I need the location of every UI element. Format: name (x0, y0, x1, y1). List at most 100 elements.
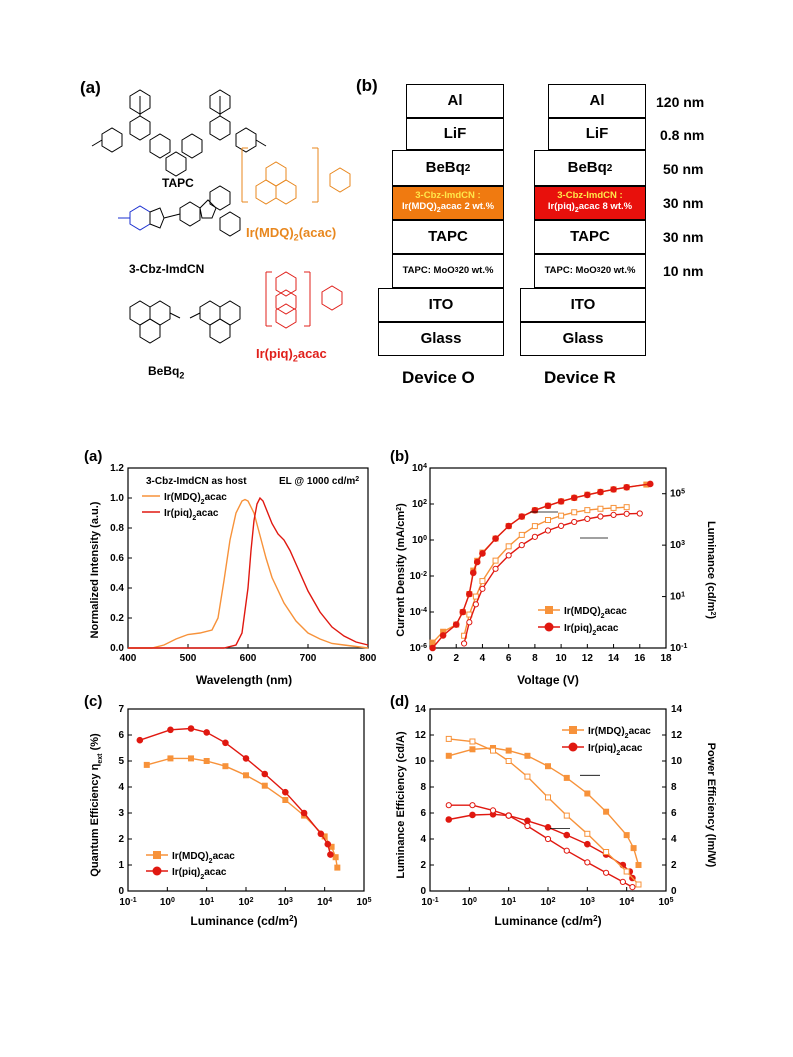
chart-b-ytick-label-3: 100 (412, 535, 427, 547)
chart-b-series-2-point-9 (558, 512, 565, 519)
chart-b-series-1-point-19 (646, 480, 654, 488)
chart-b-series-1-point-10 (518, 513, 526, 520)
chart-b-series-3-point-9 (558, 522, 565, 530)
chart-d-series-3-point-5 (544, 835, 552, 843)
chart-b-series-2-point-13 (610, 504, 617, 511)
chart-d-series-1-point-1 (469, 811, 476, 819)
chart-b-legend-mdq: Ir(MDQ)2acac (564, 606, 627, 620)
chart-b-ytick-label-4-exp: 2 (423, 499, 427, 506)
chart-b-ytick-label-0: 10-6 (410, 643, 427, 655)
chart-b-y2tick-label-2-base: 10 (670, 540, 682, 551)
chart-d-series-1-point-4 (524, 817, 531, 825)
device-o-moo3-a: TAPC: MoO (402, 264, 455, 276)
chart-c-ylabel-sub: ext (97, 753, 104, 764)
chart-d-series-2-point-7 (584, 830, 591, 837)
chart-c-xtick-label-5-base: 10 (317, 897, 329, 908)
chart-c-xtick-label-1-exp: 0 (171, 897, 175, 904)
chart-b-y2tick-label-2-exp: 3 (681, 540, 685, 547)
chart-c-ytick-label-0: 0 (118, 886, 124, 897)
chart-d-series-2-point-10 (635, 881, 642, 888)
chart-d-series-0-point-5 (545, 763, 551, 770)
chart-d-series-3-point-2 (489, 807, 497, 814)
chart-c-xtick-label-2: 101 (199, 897, 214, 909)
chart-b-series-0-point-0 (429, 639, 436, 646)
chart-b-xtick-label-8: 16 (634, 653, 646, 664)
chart-b-xtick-label-5: 10 (556, 653, 568, 664)
thickness-tapc: 30 nm (663, 229, 704, 245)
chart-b-ytick-label-3-exp: 0 (423, 535, 427, 542)
ir-piq-name-base: Ir(piq) (256, 346, 293, 361)
chart-c-series-1-point-7 (282, 788, 289, 796)
chart-c-xtick-label-2-exp: 1 (210, 897, 214, 904)
chart-b-xlabel: Voltage (V) (517, 673, 579, 687)
chart-a-ytick-label-3: 0.6 (110, 553, 124, 564)
chart-d-ytick-label-4: 8 (420, 782, 426, 793)
chart-b-xtick-label-1: 2 (453, 653, 459, 664)
chart-b-series-1-point-5 (469, 569, 477, 577)
chart-b-series-3-point-12 (597, 513, 604, 520)
bebq2-name-sub: 2 (179, 370, 185, 381)
device-o-eml-layer: 3-Cbz-ImdCN : Ir(MDQ)2acac 2 wt.% (392, 186, 504, 220)
device-r-lif-label: LiF (585, 124, 609, 142)
chart-b-series-1-point-1 (439, 632, 447, 639)
chart-b-series-1-point-4 (466, 590, 473, 598)
chart-c-series-0-point-7 (282, 797, 289, 803)
chart-c-xtick-label-3: 102 (238, 897, 253, 909)
chart-a-legend-piq: Ir(piq)2acac (164, 508, 219, 522)
chart-c-legend-mdq-tail: acac (213, 851, 236, 862)
chart-d-series-3-point-3 (505, 812, 512, 819)
chart-c-xtick-label-4-exp: 3 (289, 897, 293, 904)
chart-d-panel-label: (d) (390, 693, 410, 710)
chart-a-ytick-label-5: 1.0 (110, 493, 124, 504)
ir-mdq-name-tail: (acac) (298, 225, 337, 240)
chart-b-series-3-point-5 (505, 552, 512, 559)
chart-b-series-1-point-9 (505, 522, 512, 530)
chart-b-y2label: Luminance (cd/m2) (705, 521, 717, 619)
chart-d-xtick-label-5-base: 10 (619, 897, 631, 908)
chart-d-series-3-point-1 (469, 802, 476, 809)
chart-a-ytick-label-6: 1.2 (110, 463, 124, 474)
chart-b-ylabel: Current Density (mA/cm2) (395, 503, 407, 637)
device-r-tapc-label: TAPC (570, 227, 610, 245)
device-o-eml-line2: Ir(MDQ)2acac 2 wt.% (402, 200, 495, 215)
top-panel-a-label: (a) (80, 78, 101, 97)
chart-b-ytick-label-2: 10-2 (410, 571, 427, 583)
chart-c-series-0-point-11 (332, 854, 339, 861)
chart-b-series-1-point-15 (584, 491, 591, 499)
chart-d-y2label: Power Efficiency (lm/W) (705, 743, 717, 868)
chart-d-xtick-label-5-exp: 4 (630, 897, 634, 904)
chart-a-legend-mdq: Ir(MDQ)2acac (164, 492, 227, 506)
chart-c-xtick-label-3-base: 10 (238, 897, 250, 908)
chart-d-series-0-point-10 (630, 845, 637, 852)
chart-d-xlabel-sup: 2 (593, 914, 598, 923)
chart-d-y2tick-label-7: 14 (671, 705, 683, 715)
chart-c-series-1-point-2 (187, 725, 195, 732)
cbz-cyano-structure (118, 205, 151, 231)
device-r-ito-layer: ITO (520, 288, 646, 322)
chart-b-ytick-label-3-base: 10 (412, 535, 424, 546)
chart-b-legend: Ir(MDQ)2acac Ir(piq)2acac (538, 606, 627, 637)
chart-a-legend-piq-base: Ir(piq) (164, 508, 192, 519)
chart-b-series-1-point-17 (610, 486, 617, 493)
device-o-moo3-layer: TAPC: MoO 3 20 wt.% (392, 254, 504, 288)
chart-d-ytick-label-7: 14 (415, 705, 427, 715)
device-o-eml-line2b: acac 2 wt.% (440, 200, 495, 212)
chart-b-y2tick-label-1-base: 10 (670, 592, 682, 603)
chart-d-series-2-point-8 (603, 849, 610, 855)
chart-b-ytick-label-0-exp: -6 (421, 643, 427, 650)
device-r-eml-line2-sub: 2 (574, 206, 579, 214)
chart-d-ytick-label-2: 4 (420, 834, 426, 845)
chart-c-series-0-point-2 (188, 755, 195, 762)
chart-d-legend-mdq-marker (569, 726, 577, 734)
chart-d-series-1-point-0 (445, 816, 453, 823)
chart-d-series-1-point-5 (544, 824, 552, 831)
chart-a-note-el-sup: 2 (355, 476, 359, 483)
chart-d-xlabel: Luminance (cd/m2) (494, 914, 601, 929)
chart-d-legend: Ir(MDQ)2acac Ir(piq)2acac (562, 726, 651, 757)
chart-b-series-2-point-6 (518, 531, 525, 538)
chart-d-y2tick-label-5: 10 (671, 756, 683, 767)
device-r-moo3-layer: TAPC: MoO 3 20 wt.% (534, 254, 646, 288)
chart-b-frame (429, 467, 667, 649)
ir-piq-structure (265, 271, 343, 329)
